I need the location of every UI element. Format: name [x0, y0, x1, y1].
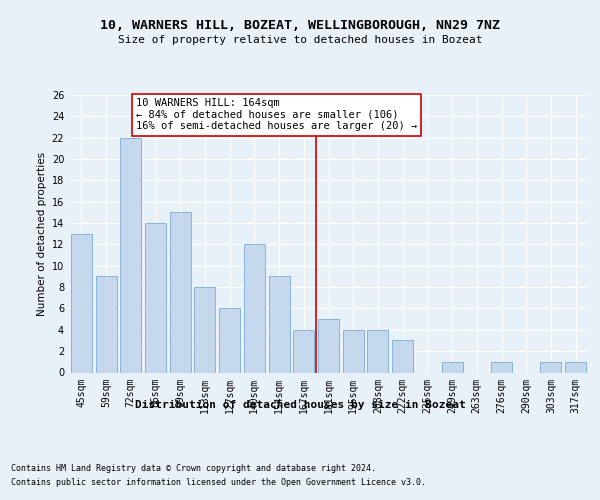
- Bar: [194, 287, 215, 372]
- Text: Size of property relative to detached houses in Bozeat: Size of property relative to detached ho…: [118, 35, 482, 45]
- Bar: [442, 362, 463, 372]
- Bar: [565, 362, 586, 372]
- Bar: [293, 330, 314, 372]
- Bar: [170, 212, 191, 372]
- Bar: [120, 138, 141, 372]
- Bar: [269, 276, 290, 372]
- Bar: [145, 223, 166, 372]
- Y-axis label: Number of detached properties: Number of detached properties: [37, 152, 47, 316]
- Bar: [491, 362, 512, 372]
- Bar: [95, 276, 116, 372]
- Bar: [367, 330, 388, 372]
- Bar: [219, 308, 240, 372]
- Bar: [541, 362, 562, 372]
- Bar: [392, 340, 413, 372]
- Bar: [343, 330, 364, 372]
- Bar: [244, 244, 265, 372]
- Text: Contains HM Land Registry data © Crown copyright and database right 2024.: Contains HM Land Registry data © Crown c…: [11, 464, 376, 473]
- Bar: [71, 234, 92, 372]
- Text: Contains public sector information licensed under the Open Government Licence v3: Contains public sector information licen…: [11, 478, 426, 487]
- Text: 10 WARNERS HILL: 164sqm
← 84% of detached houses are smaller (106)
16% of semi-d: 10 WARNERS HILL: 164sqm ← 84% of detache…: [136, 98, 417, 132]
- Bar: [318, 319, 339, 372]
- Text: Distribution of detached houses by size in Bozeat: Distribution of detached houses by size …: [134, 400, 466, 410]
- Text: 10, WARNERS HILL, BOZEAT, WELLINGBOROUGH, NN29 7NZ: 10, WARNERS HILL, BOZEAT, WELLINGBOROUGH…: [100, 19, 500, 32]
